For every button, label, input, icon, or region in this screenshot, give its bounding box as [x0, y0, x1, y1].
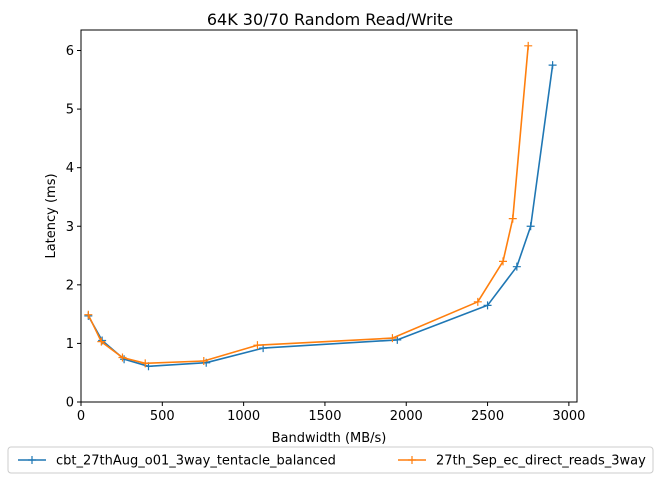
plot-area: [80, 29, 578, 403]
y-tick-label: 2: [66, 278, 74, 293]
data-point: [84, 310, 93, 319]
y-tick-label: 4: [66, 161, 74, 176]
data-point: [97, 337, 106, 346]
data-point: [526, 222, 535, 231]
data-point: [473, 297, 482, 306]
legend-marker: [408, 456, 416, 464]
y-tick-label: 1: [66, 337, 74, 352]
data-point: [524, 41, 533, 50]
x-axis: 0 500 1000 1500 2000 2500 3000: [77, 402, 585, 424]
data-point: [512, 262, 521, 271]
y-axis-label: Latency (ms): [44, 173, 59, 258]
series-1: [84, 61, 557, 371]
legend: cbt_27thAug_o01_3way_tentacle_balanced 27…: [7, 446, 654, 474]
data-point: [548, 61, 557, 70]
x-tick-label: 1500: [308, 409, 341, 424]
data-point: [393, 335, 402, 344]
data-point: [508, 214, 517, 223]
plot-frame: [80, 29, 578, 403]
series-layer: [84, 41, 557, 371]
data-point: [253, 341, 262, 350]
x-tick-label: 3000: [552, 409, 585, 424]
legend-frame: [7, 446, 654, 474]
data-point: [118, 353, 127, 362]
data-point: [141, 359, 150, 368]
x-tick-label: 2500: [471, 409, 504, 424]
x-tick-label: 0: [77, 409, 85, 424]
x-tick-label: 500: [150, 409, 175, 424]
legend-label: 27th_Sep_ec_direct_reads_3way: [436, 454, 646, 469]
chart-title: 64K 30/70 Random Read/Write: [207, 10, 453, 29]
series-2: [84, 41, 533, 368]
x-axis-label: Bandwidth (MB/s): [272, 431, 387, 446]
y-tick-label: 6: [66, 44, 74, 59]
y-tick-label: 0: [66, 396, 74, 411]
series-line: [87, 64, 554, 368]
data-point: [499, 257, 508, 266]
legend-marker: [28, 456, 36, 464]
y-tick-label: 5: [66, 103, 74, 118]
x-tick-label: 1000: [227, 409, 260, 424]
data-point: [483, 301, 492, 310]
x-tick-label: 2000: [390, 409, 423, 424]
legend-label: cbt_27thAug_o01_3way_tentacle_balanced: [56, 454, 336, 469]
data-point: [199, 356, 208, 365]
y-axis: 0 1 2 3 4 5 6: [66, 44, 81, 411]
y-tick-label: 3: [66, 220, 74, 235]
data-point: [388, 334, 397, 343]
